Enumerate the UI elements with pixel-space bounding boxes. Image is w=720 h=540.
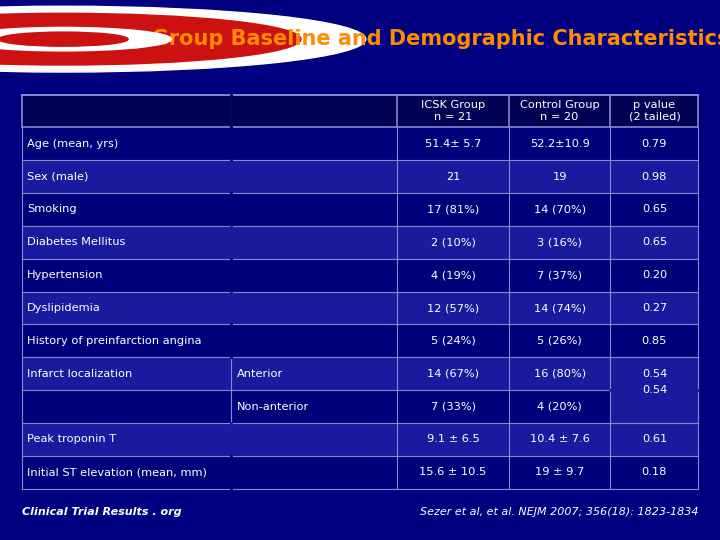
Text: Age (mean, yrs): Age (mean, yrs) (27, 139, 118, 149)
Text: Dyslipidemia: Dyslipidemia (27, 303, 101, 313)
Text: 0.65: 0.65 (642, 205, 667, 214)
Circle shape (0, 32, 128, 46)
Text: 0.85: 0.85 (642, 336, 667, 346)
Text: 14 (67%): 14 (67%) (427, 369, 479, 379)
Text: Control Group
n = 20: Control Group n = 20 (520, 100, 600, 122)
Text: 0.61: 0.61 (642, 434, 667, 444)
Text: Sex (male): Sex (male) (27, 172, 89, 181)
Text: 52.2±10.9: 52.2±10.9 (530, 139, 590, 149)
Text: 5 (26%): 5 (26%) (537, 336, 582, 346)
Text: Peak troponin T: Peak troponin T (27, 434, 116, 444)
Text: 12 (57%): 12 (57%) (427, 303, 479, 313)
Text: Clinical Trial Results . org: Clinical Trial Results . org (22, 507, 181, 517)
Text: p value
(2 tailed): p value (2 tailed) (629, 100, 680, 122)
Circle shape (0, 6, 366, 72)
Bar (22, 456, 698, 489)
Text: 10.4 ± 7.6: 10.4 ± 7.6 (530, 434, 590, 444)
Text: 7 (33%): 7 (33%) (431, 402, 475, 411)
Text: 21: 21 (446, 172, 460, 181)
Text: Anterior: Anterior (237, 369, 283, 379)
Bar (611, 357, 698, 423)
Text: 19 ± 9.7: 19 ± 9.7 (535, 467, 585, 477)
Text: 9.1 ± 6.5: 9.1 ± 6.5 (427, 434, 480, 444)
Text: Diabetes Mellitus: Diabetes Mellitus (27, 237, 125, 247)
Text: History of preinfarction angina: History of preinfarction angina (27, 336, 202, 346)
Text: 0.98: 0.98 (642, 172, 667, 181)
Bar (22, 390, 698, 423)
Circle shape (0, 28, 171, 51)
Text: 16 (80%): 16 (80%) (534, 369, 585, 379)
Text: Initial ST elevation (mean, mm): Initial ST elevation (mean, mm) (27, 467, 207, 477)
Text: Hypertension: Hypertension (27, 270, 104, 280)
Text: 0.54: 0.54 (642, 369, 667, 379)
Circle shape (0, 14, 301, 65)
Text: 0.65: 0.65 (642, 237, 667, 247)
Text: 0.27: 0.27 (642, 303, 667, 313)
Bar (22, 226, 698, 259)
Text: Study Group Baseline and Demographic Characteristics: Study Group Baseline and Demographic Cha… (76, 29, 720, 49)
Text: 0.18: 0.18 (642, 467, 667, 477)
Bar (22, 160, 698, 193)
Text: 0.79: 0.79 (642, 139, 667, 149)
Text: 19: 19 (552, 172, 567, 181)
Text: 2 (10%): 2 (10%) (431, 237, 475, 247)
Text: 14 (74%): 14 (74%) (534, 303, 585, 313)
Text: 4 (19%): 4 (19%) (431, 270, 475, 280)
Text: 17 (81%): 17 (81%) (427, 205, 480, 214)
Text: Sezer et al, et al. NEJM 2007; 356(18): 1823-1834: Sezer et al, et al. NEJM 2007; 356(18): … (420, 507, 698, 517)
Text: 0.20: 0.20 (642, 270, 667, 280)
Bar (22, 193, 698, 226)
Bar (22, 423, 698, 456)
Bar (22, 325, 698, 357)
Text: Infarct localization: Infarct localization (27, 369, 132, 379)
Text: 15.6 ± 10.5: 15.6 ± 10.5 (420, 467, 487, 477)
Text: 4 (20%): 4 (20%) (537, 402, 582, 411)
Bar (22, 94, 698, 127)
Text: Smoking: Smoking (27, 205, 76, 214)
Text: 5 (24%): 5 (24%) (431, 336, 475, 346)
Text: 3 (16%): 3 (16%) (537, 237, 582, 247)
Bar (22, 127, 698, 160)
Text: 51.4± 5.7: 51.4± 5.7 (425, 139, 481, 149)
Text: 0.54: 0.54 (642, 385, 667, 395)
Text: 14 (70%): 14 (70%) (534, 205, 585, 214)
Text: ICSK Group
n = 21: ICSK Group n = 21 (421, 100, 485, 122)
Bar (22, 259, 698, 292)
Bar (22, 292, 698, 325)
Text: 7 (37%): 7 (37%) (537, 270, 582, 280)
Text: Non-anterior: Non-anterior (237, 402, 309, 411)
Bar (22, 357, 698, 390)
